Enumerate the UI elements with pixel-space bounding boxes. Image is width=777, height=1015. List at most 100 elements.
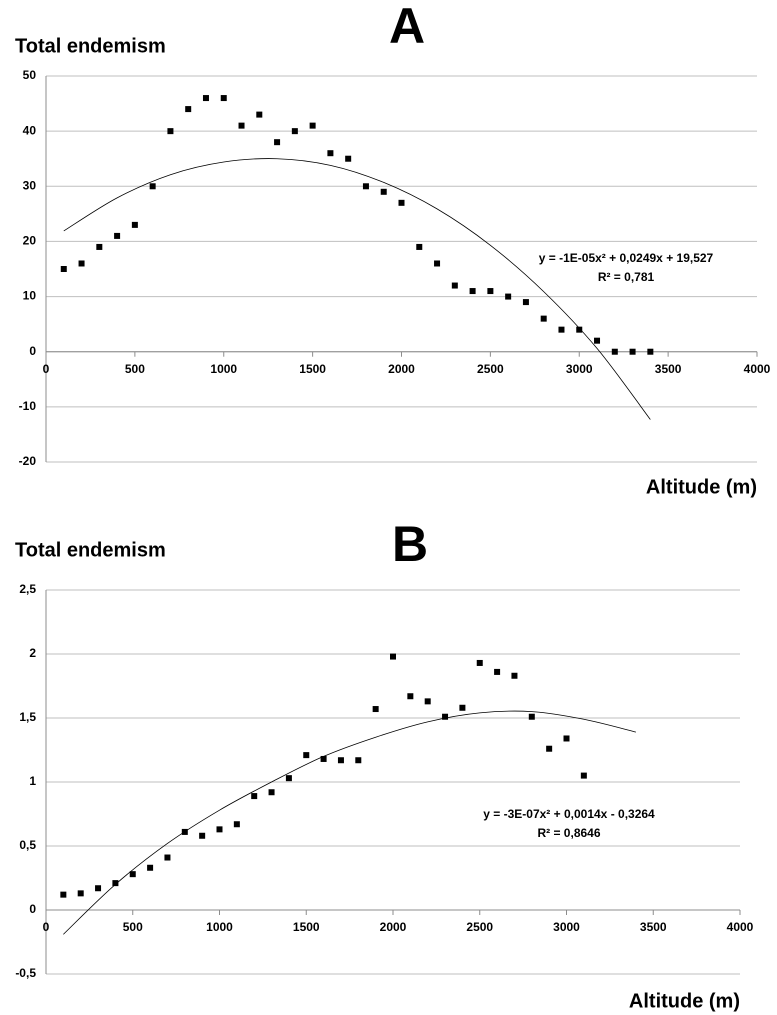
point <box>327 150 334 157</box>
y-tick-label: 0 <box>29 902 36 916</box>
y-tick-label: 2,5 <box>19 582 36 596</box>
point <box>303 752 310 759</box>
point <box>164 854 171 861</box>
point <box>540 315 547 322</box>
x-tick-label: 3500 <box>655 362 682 376</box>
y-tick-label: 0 <box>29 344 36 358</box>
x-axis-label: Altitude (m) <box>629 990 740 1012</box>
point <box>199 832 206 839</box>
point <box>185 106 192 113</box>
x-tick-label: 3000 <box>553 920 580 934</box>
point <box>494 668 501 675</box>
point <box>78 260 85 267</box>
y-tick-label: 1 <box>29 774 36 788</box>
trend-equation: y = -3E-07x² + 0,0014x - 0,3264 <box>483 807 655 821</box>
point <box>131 221 138 228</box>
point <box>77 890 84 897</box>
chart-title: A <box>389 0 425 54</box>
point <box>256 111 263 118</box>
point <box>202 95 209 102</box>
x-tick-label: 2000 <box>380 920 407 934</box>
point <box>274 139 281 146</box>
point <box>442 713 449 720</box>
point <box>416 243 423 250</box>
x-tick-label: 1500 <box>299 362 326 376</box>
point <box>580 772 587 779</box>
point <box>546 745 553 752</box>
y-tick-label: 50 <box>23 68 37 82</box>
y-tick-label: 20 <box>23 234 37 248</box>
trendline <box>63 710 636 935</box>
y-tick-label: 40 <box>23 123 37 137</box>
point <box>424 698 431 705</box>
x-tick-label: 1500 <box>293 920 320 934</box>
x-tick-label: 3500 <box>640 920 667 934</box>
point <box>647 348 654 355</box>
point <box>129 871 136 878</box>
point <box>594 337 601 344</box>
chart-title: B <box>392 516 428 572</box>
x-tick-label: 3000 <box>566 362 593 376</box>
x-tick-label: 2000 <box>388 362 415 376</box>
point <box>459 704 466 711</box>
point <box>380 188 387 195</box>
point <box>251 793 258 800</box>
point <box>345 155 352 162</box>
x-tick-label: 500 <box>123 920 143 934</box>
point <box>149 183 156 190</box>
point <box>220 95 227 102</box>
point <box>60 266 67 272</box>
point <box>528 713 535 720</box>
point <box>291 128 298 135</box>
point <box>390 653 396 660</box>
point <box>469 288 476 295</box>
y-axis-label: Total endemism <box>15 539 166 561</box>
point <box>60 891 67 898</box>
x-tick-label: 4000 <box>744 362 771 376</box>
point <box>337 757 344 764</box>
x-tick-label: 1000 <box>206 920 233 934</box>
point <box>167 128 174 135</box>
y-tick-label: 10 <box>23 289 37 303</box>
point <box>362 183 369 190</box>
x-tick-label: 500 <box>125 362 145 376</box>
point <box>96 243 103 250</box>
point <box>629 348 636 355</box>
r-squared: R² = 0,781 <box>598 270 655 284</box>
r-squared: R² = 0,8646 <box>537 826 600 840</box>
trend-equation: y = -1E-05x² + 0,0249x + 19,527 <box>539 251 714 265</box>
x-tick-label: 2500 <box>477 362 504 376</box>
point <box>372 706 379 713</box>
x-tick-label: 2500 <box>466 920 493 934</box>
point <box>558 326 565 333</box>
point <box>451 282 458 289</box>
point <box>95 885 102 892</box>
y-tick-label: 0,5 <box>19 838 36 852</box>
y-tick-label: 1,5 <box>19 710 36 724</box>
point <box>407 693 414 700</box>
point <box>216 826 223 833</box>
point <box>181 828 188 835</box>
point <box>487 288 494 295</box>
point <box>522 299 529 306</box>
point <box>112 880 119 887</box>
y-tick-label: 2 <box>29 646 36 660</box>
point <box>147 864 154 871</box>
y-tick-label: 30 <box>23 178 37 192</box>
point <box>476 659 483 666</box>
point <box>309 122 316 129</box>
x-tick-label: 1000 <box>210 362 237 376</box>
point <box>355 757 362 764</box>
point <box>285 775 292 782</box>
point <box>505 293 512 300</box>
y-axis-label: Total endemism <box>15 35 166 57</box>
point <box>563 735 570 742</box>
x-tick-label: 0 <box>43 362 50 376</box>
point <box>611 348 618 355</box>
point <box>434 260 441 267</box>
x-tick-label: 4000 <box>727 920 754 934</box>
y-tick-label: -0,5 <box>15 966 36 980</box>
x-tick-label: 0 <box>43 920 50 934</box>
point <box>576 326 583 333</box>
